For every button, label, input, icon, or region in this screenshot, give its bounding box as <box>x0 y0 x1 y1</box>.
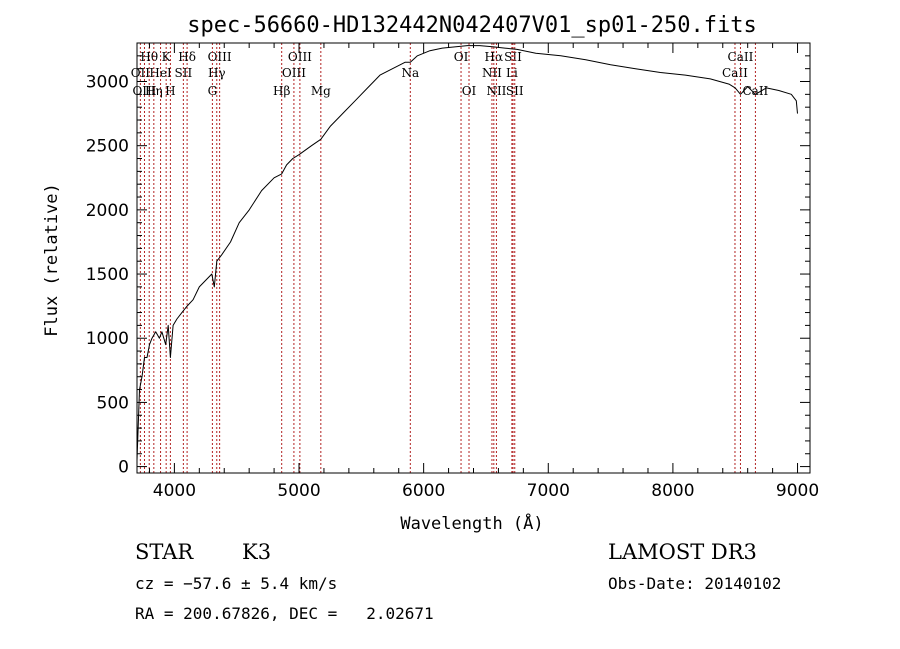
spectrum-series <box>136 45 798 461</box>
line-marker-label-7: SII <box>175 66 193 80</box>
line-marker-label-22: Li <box>506 66 518 80</box>
chart-title: spec-56660-HD132442N042407V01_sp01-250.f… <box>187 13 757 38</box>
line-marker-label-6: H <box>165 84 175 98</box>
y-tick-label-1000: 1000 <box>86 329 129 349</box>
spectrum-line <box>136 45 798 461</box>
y-axis-label: Flux (relative) <box>42 183 62 337</box>
y-tick-label-2500: 2500 <box>86 137 129 157</box>
line-marker-label-17: OI <box>454 50 469 64</box>
line-marker-label-8: Hδ <box>178 50 196 64</box>
x-tick-label-5000: 5000 <box>277 481 320 501</box>
x-tick-label-6000: 6000 <box>402 481 445 501</box>
line-marker-label-24: SII <box>506 84 524 98</box>
line-marker-label-21: NII <box>486 84 506 98</box>
x-axis-ticks: 4000 5000 6000 7000 8000 9000 <box>148 43 819 501</box>
y-tick-label-0: 0 <box>118 458 129 478</box>
line-marker-label-9: OIII <box>208 50 232 64</box>
line-marker-label-12: Hβ <box>273 84 290 98</box>
survey-name: LAMOST DR3 <box>608 540 757 564</box>
x-tick-label-7000: 7000 <box>527 481 570 501</box>
redshift-value: cz = −57.6 ± 5.4 km/s <box>135 574 338 593</box>
x-tick-label-4000: 4000 <box>153 481 196 501</box>
y-tick-label-1500: 1500 <box>86 265 129 285</box>
object-subclass: K3 <box>242 540 272 564</box>
line-marker-label-20: Hα <box>485 50 504 64</box>
y-axis-ticks: 0 500 1000 1500 2000 2500 3000 <box>86 55 810 478</box>
line-marker-label-10: Hγ <box>208 66 226 80</box>
x-axis-label: Wavelength (Å) <box>400 512 543 534</box>
object-class: STAR <box>135 540 194 564</box>
line-marker-label-4: HeI <box>149 66 172 80</box>
x-tick-label-8000: 8000 <box>651 481 694 501</box>
line-marker-label-0: Hθ <box>140 50 158 64</box>
line-marker-label-11: G <box>208 84 218 98</box>
obs-date: Obs-Date: 20140102 <box>608 574 782 593</box>
line-marker-label-16: Na <box>401 66 419 80</box>
line-marker-label-13: OIII <box>282 66 306 80</box>
line-marker-label-25: CaII <box>722 66 748 80</box>
y-tick-label-2000: 2000 <box>86 201 129 221</box>
coordinates: RA = 200.67826, DEC = 2.02671 <box>135 604 434 623</box>
y-tick-label-500: 500 <box>97 393 129 413</box>
y-tick-label-3000: 3000 <box>86 73 129 93</box>
line-marker-label-27: CaII <box>742 84 768 98</box>
line-marker-label-18: OI <box>462 84 477 98</box>
line-marker-label-1: OII <box>131 66 151 80</box>
line-marker-label-23: SII <box>504 50 522 64</box>
plot-frame <box>136 42 811 474</box>
line-marker-label-15: Mg <box>311 84 331 98</box>
line-marker-label-26: CaII <box>728 50 754 64</box>
line-marker-label-5: Hη <box>145 84 163 98</box>
x-tick-label-9000: 9000 <box>776 481 819 501</box>
line-marker-label-3: K <box>162 50 172 64</box>
line-marker-label-14: OIII <box>288 50 312 64</box>
line-marker-label-19: NII <box>482 66 502 80</box>
